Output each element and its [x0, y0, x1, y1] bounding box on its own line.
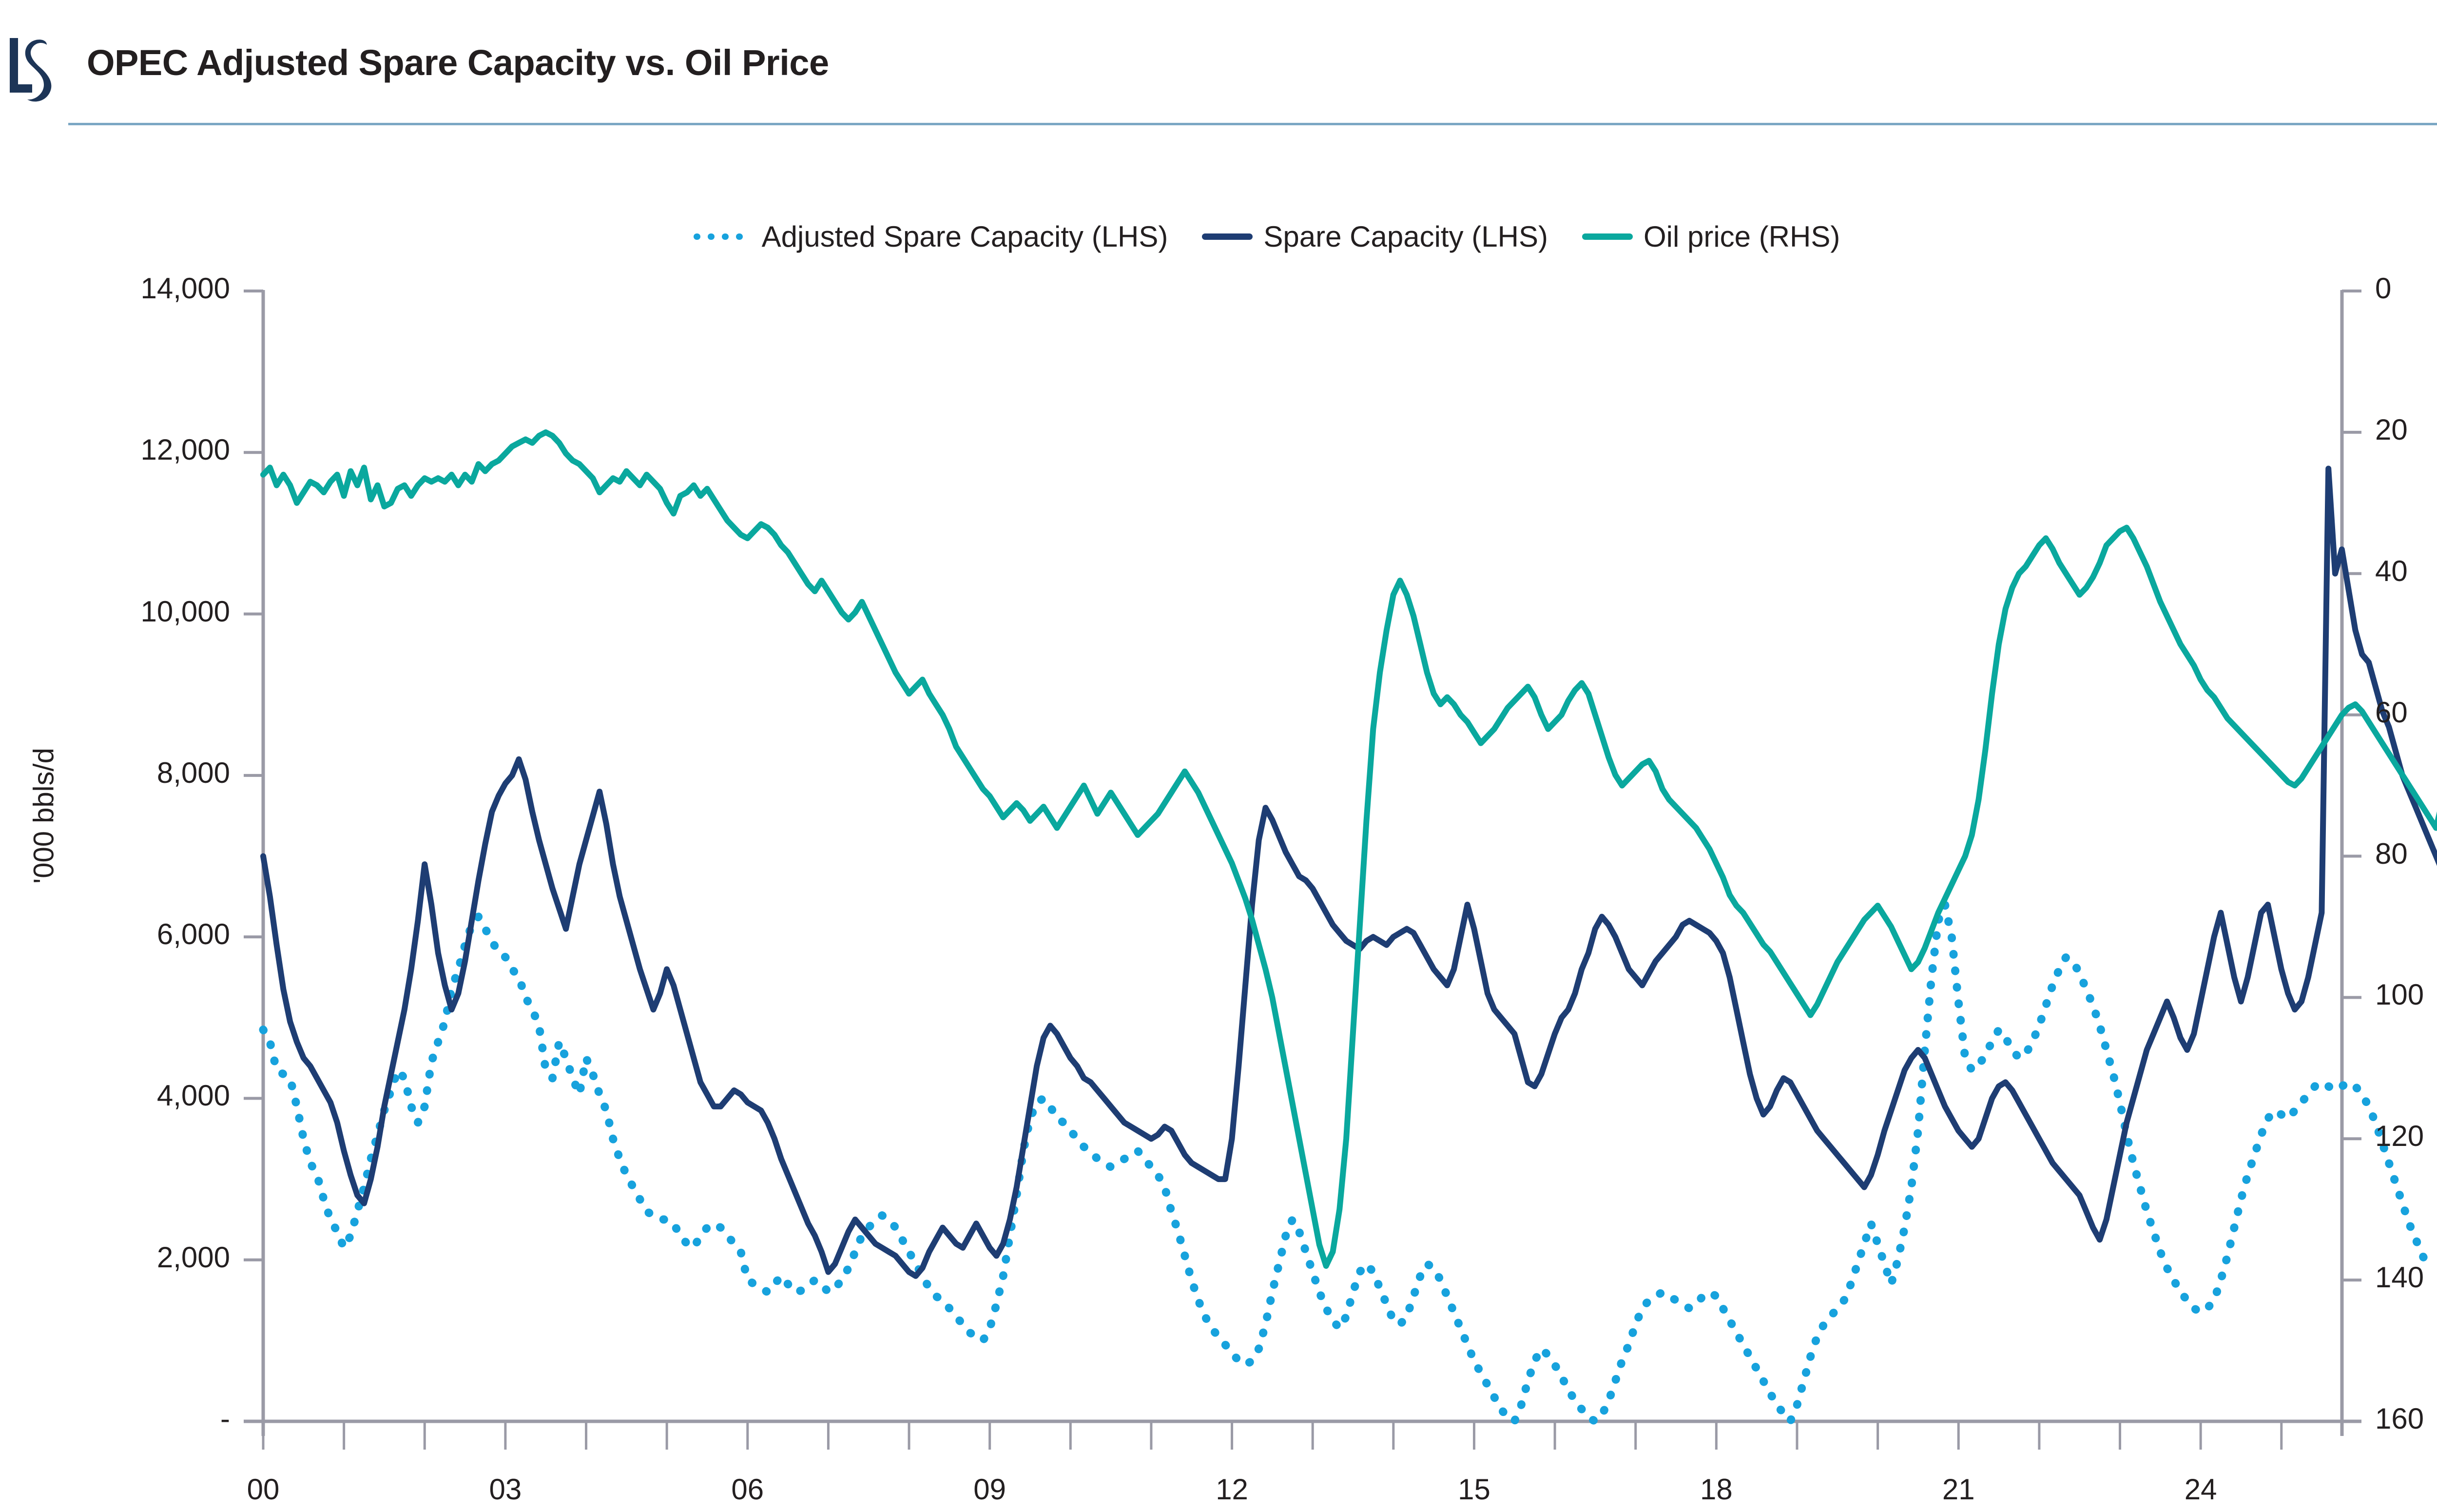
x-axis-tick-label: 24 [2184, 1473, 2217, 1506]
y-axis-left-tick-label: 8,000 [156, 756, 230, 789]
solid-line-swatch-icon [1582, 233, 1633, 240]
x-axis-tick-label: 21 [1942, 1473, 1975, 1506]
y-axis-right-tick-label: 0 [2375, 272, 2392, 305]
y-axis-right-tick-label: 140 [2375, 1261, 2424, 1294]
y-axis-left-tick-label: 2,000 [156, 1241, 230, 1274]
x-axis-tick-label: 18 [1700, 1473, 1733, 1506]
x-axis-tick-label: 15 [1458, 1473, 1490, 1506]
legend-item-adjusted-spare-capacity[interactable]: Adjusted Spare Capacity (LHS) [693, 220, 1168, 253]
ls-logo-icon [9, 30, 67, 108]
y-axis-right-tick-label: 60 [2375, 696, 2408, 729]
series-line-oil-price-rhs [260, 429, 2437, 1269]
page-header: OPEC Adjusted Spare Capacity vs. Oil Pri… [0, 0, 2437, 131]
x-axis-tick-label: 00 [247, 1473, 280, 1506]
y-axis-right-tick-label: 40 [2375, 554, 2408, 587]
legend-item-spare-capacity[interactable]: Spare Capacity (LHS) [1202, 220, 1548, 253]
y-axis-left-tick-label: 14,000 [140, 272, 230, 305]
y-axis-right-tick-label: 120 [2375, 1120, 2424, 1153]
x-axis-tick-label: 09 [973, 1473, 1006, 1506]
chart-legend: Adjusted Spare Capacity (LHS) Spare Capa… [0, 210, 2437, 263]
legend-item-oil-price[interactable]: Oil price (RHS) [1582, 220, 1840, 253]
y-axis-left-tick-label: 10,000 [140, 595, 230, 628]
series-line-adjusted-spare-capacity-lhs [259, 900, 2434, 1426]
page-title: OPEC Adjusted Spare Capacity vs. Oil Pri… [87, 42, 829, 83]
y-axis-right-tick-label: 160 [2375, 1402, 2424, 1435]
y-axis-left-title: '000 bbls/d [28, 748, 60, 884]
y-axis-left-tick-label: 12,000 [140, 433, 230, 466]
y-axis-left-tick-label: - [220, 1402, 230, 1435]
x-axis-tick-label: 06 [731, 1473, 764, 1506]
x-axis-tick-label: 12 [1216, 1473, 1248, 1506]
solid-line-swatch-icon [1202, 233, 1253, 240]
dotted-line-swatch-icon [693, 233, 751, 240]
legend-label-adjusted-spare-capacity: Adjusted Spare Capacity (LHS) [761, 220, 1168, 253]
y-axis-right-tick-label: 20 [2375, 413, 2408, 446]
y-axis-left-tick-label: 6,000 [156, 918, 230, 951]
legend-label-spare-capacity: Spare Capacity (LHS) [1263, 220, 1548, 253]
x-axis-tick-label: 03 [489, 1473, 522, 1506]
legend-label-oil-price: Oil price (RHS) [1643, 220, 1840, 253]
y-axis-right-tick-label: 100 [2375, 978, 2424, 1011]
header-divider [68, 123, 2437, 125]
series-line-spare-capacity-lhs [260, 465, 2437, 1279]
y-axis-right-tick-label: 80 [2375, 837, 2408, 870]
y-axis-left-tick-label: 4,000 [156, 1079, 230, 1112]
